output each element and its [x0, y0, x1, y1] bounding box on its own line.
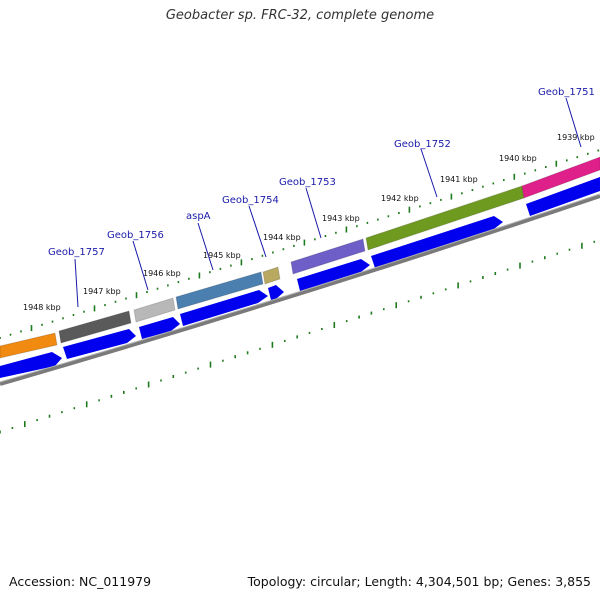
gene-label-leader — [132, 240, 149, 291]
kbp-label: 1939 kbp — [557, 133, 595, 142]
kbp-label: 1943 kbp — [322, 214, 360, 223]
genome-backbone-highlight — [0, 193, 600, 383]
gene-label: Geob_1752 — [394, 139, 451, 150]
gene-label: Geob_1754 — [222, 195, 279, 206]
gene-block — [175, 271, 264, 310]
gene-block — [262, 266, 281, 285]
genome-backbone — [0, 194, 600, 386]
gene-label-leader — [565, 97, 582, 148]
kbp-label: 1946 kbp — [143, 269, 181, 278]
cds-arrow — [63, 329, 136, 359]
cds-arrow — [0, 352, 62, 378]
gene-feature-ring — [0, 156, 600, 359]
gene-block — [521, 156, 600, 199]
kbp-label: 1948 kbp — [23, 303, 61, 312]
gene-label-leader — [305, 187, 322, 239]
kbp-label: 1947 kbp — [83, 287, 121, 296]
cds-arrow — [371, 216, 503, 268]
gene-block — [58, 310, 132, 344]
gene-block — [290, 238, 366, 275]
gene-block — [133, 297, 176, 323]
gene-block — [0, 332, 58, 359]
gene-label-leader — [248, 205, 267, 258]
kbp-label: 1941 kbp — [440, 175, 478, 184]
gene-label: Geob_1757 — [48, 247, 105, 258]
gene-label: aspA — [186, 211, 211, 222]
cds-arrow — [268, 285, 284, 300]
gene-label: Geob_1753 — [279, 177, 336, 188]
kbp-label: 1942 kbp — [381, 194, 419, 203]
map-title: Geobacter sp. FRC-32, complete genome — [165, 8, 435, 23]
gene-labels: Geob_1757 Geob_1756 aspA Geob_1754 Geob_… — [48, 87, 595, 308]
kbp-label: 1940 kbp — [499, 154, 537, 163]
gene-label-leader — [74, 258, 79, 308]
genome-summary-text: Topology: circular; Length: 4,304,501 bp… — [247, 574, 591, 589]
gene-label: Geob_1756 — [107, 230, 164, 241]
gene-label-leader — [197, 222, 214, 271]
gene-label-leader — [420, 148, 438, 198]
kbp-scale: 1948 kbp 1947 kbp 1946 kbp 1945 kbp 1944… — [23, 133, 595, 312]
cds-arrow — [180, 290, 268, 326]
outer-gc-ticks — [0, 149, 600, 339]
kbp-label: 1944 kbp — [263, 233, 301, 242]
cds-arrow — [297, 259, 370, 291]
inner-gc-ticks — [0, 240, 596, 434]
cds-arrow — [526, 177, 600, 216]
cds-arrow — [139, 317, 180, 339]
accession-text: Accession: NC_011979 — [9, 574, 152, 589]
cds-arrow-ring — [0, 177, 600, 378]
gene-label: Geob_1751 — [538, 87, 595, 98]
kbp-label: 1945 kbp — [203, 251, 241, 260]
